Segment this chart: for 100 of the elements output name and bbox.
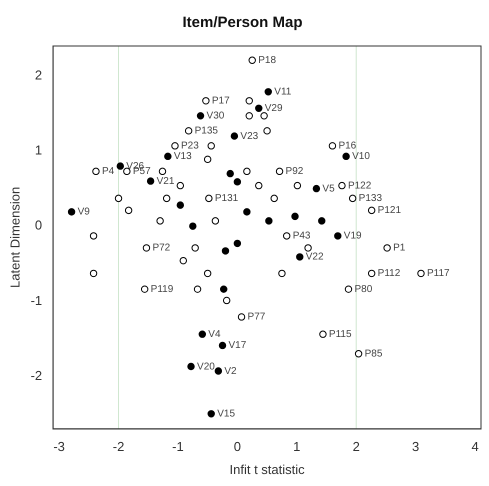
point [194,285,202,293]
point [234,240,242,248]
point [304,244,312,252]
point [196,112,204,120]
point [116,162,124,170]
annotation: P92 [286,166,304,178]
y-tick-label: 0 [34,218,42,233]
x-tick-label: 2 [352,439,360,454]
x-tick-label: 1 [293,439,300,454]
annotation: V20 [197,361,216,372]
annotation: V17 [228,340,247,352]
point [368,270,376,278]
annotation: P122 [348,180,372,192]
y-tick-label: 2 [34,68,42,83]
point [255,182,262,190]
point [264,88,272,96]
annotation: V19 [344,230,362,242]
point [189,222,196,230]
x-tick-label: -1 [172,439,184,454]
point [220,285,228,293]
point [296,253,304,261]
point [276,168,284,176]
y-tick-label: -1 [30,292,42,308]
annotation: P16 [338,140,357,152]
point [383,244,391,252]
point [176,182,184,190]
point [208,410,215,418]
x-tick-label: -3 [53,439,65,454]
annotation: V11 [274,86,292,98]
point [338,182,346,190]
point [214,367,222,375]
point [140,285,148,293]
y-axis-title: Latent Dimension [7,186,22,288]
point [204,270,212,278]
point [142,244,150,252]
annotation: V29 [264,103,283,114]
point [282,232,290,240]
point [162,194,170,202]
annotation: P1 [393,242,406,254]
point [417,270,425,278]
annotation: V15 [217,408,236,420]
annotation: V23 [240,130,259,142]
point [205,194,213,202]
point [265,217,273,225]
annotation: V22 [306,252,324,263]
point [187,362,195,370]
annotation: P112 [378,268,401,280]
point [319,330,327,338]
annotation: P4 [102,166,115,178]
y-tick-label: -2 [30,368,42,383]
point [226,170,234,178]
point [294,182,302,190]
annotation: P23 [180,140,200,152]
annotation: P131 [214,193,239,204]
point [198,330,206,338]
point [90,270,98,278]
point [90,232,98,240]
point [344,285,352,293]
annotation: P121 [378,205,402,216]
point [260,112,268,120]
point [342,152,350,160]
point [354,350,362,358]
annotation: P43 [292,230,311,242]
annotation: V9 [78,206,90,218]
annotation: P135 [194,126,218,137]
point [230,132,238,140]
point [212,217,220,225]
point [334,232,342,240]
point [312,184,320,192]
point [184,127,192,135]
annotation: P119 [150,284,174,295]
x-tick-label: 3 [412,439,420,454]
point [234,178,242,186]
point [208,142,215,150]
annotation: P85 [364,348,383,360]
point [202,97,210,104]
chart-title: Item/Person Map [182,14,303,32]
point [164,152,172,160]
y-tick-label: 1 [34,142,42,158]
point [318,217,326,225]
point [176,201,184,209]
point [222,296,230,304]
annotation: V30 [206,110,225,122]
annotation: V21 [156,176,175,187]
x-tick-label: 0 [234,439,241,454]
annotation: V4 [208,328,221,340]
point [255,104,262,112]
annotation: V2 [224,366,238,377]
annotation: V10 [352,151,370,162]
x-tick-label: 4 [471,439,479,454]
point [218,342,226,350]
point [246,112,253,120]
annotation: P115 [328,328,352,340]
annotation: P117 [426,268,450,280]
point [263,127,271,135]
point [278,270,286,278]
point [246,97,253,104]
point [222,247,230,255]
point [68,208,76,216]
point [124,206,132,214]
